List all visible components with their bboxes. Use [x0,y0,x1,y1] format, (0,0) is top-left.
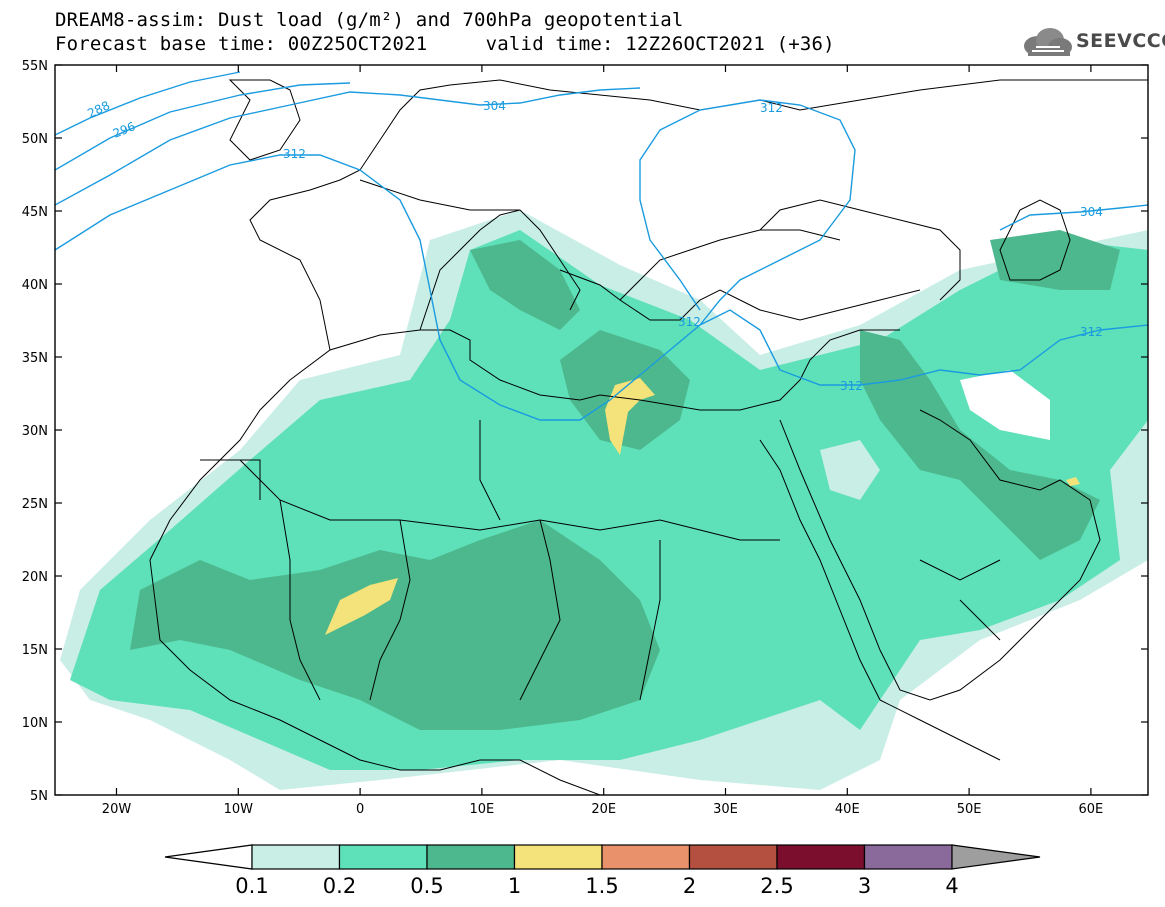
dust-band-dark-west [130,520,660,730]
contour-label-group: 288 296 304 312 312 312 312 304 312 [85,98,1103,393]
colorbar-swatches [251,844,953,870]
colorbar-under-arrow [164,844,253,870]
colorbar-label: 4 [945,874,958,898]
logo-text: SEEVCCC [1076,30,1165,52]
coastlines [149,79,1148,795]
colorbar-swatch [251,844,341,870]
lon-label: 10E [470,802,495,817]
contour-304-east [999,204,1148,231]
colorbar-swatch [776,844,866,870]
contour-label: 304 [1080,205,1103,219]
lon-label: 20W [102,802,132,817]
colorbar: 0.1 0.2 0.5 1 1.5 2 2.5 3 4 [164,844,1041,898]
contour-label: 312 [678,315,701,329]
lon-label: 0 [356,802,364,817]
contour-label: 304 [483,99,506,113]
lat-label: 50N [22,132,48,147]
contour-label: 312 [760,101,783,115]
lat-label: 15N [22,643,48,658]
colorbar-label: 0.5 [410,874,443,898]
lat-label: 20N [22,570,48,585]
lon-label: 50E [957,802,982,817]
seevccc-logo: SEEVCCC [1020,26,1165,58]
contour-296 [55,82,351,171]
contour-label: 312 [840,379,863,393]
lat-label: 40N [22,278,48,293]
lat-label: 55N [22,59,48,74]
lat-label: 10N [22,716,48,731]
contour-label: 312 [283,147,306,161]
colorbar-over-arrow [951,844,1041,870]
lon-label: 60E [1079,802,1104,817]
contour-288 [55,71,241,136]
dust-band-dark-gulf [860,330,1100,560]
colorbar-labels: 0.1 0.2 0.5 1 1.5 2 2.5 3 4 [235,874,958,898]
contour-304 [55,87,641,206]
lon-label: 10W [224,802,254,817]
longitude-axis: 20W 10W 0 10E 20E 30E 40E 50E 60E [102,65,1103,817]
dust-shading [60,210,1148,790]
lat-label: 45N [22,205,48,220]
dust-clear-east [960,370,1050,440]
colorbar-label: 1 [508,874,521,898]
contour-312-east [639,99,856,326]
forecast-times: Forecast base time: 00Z25OCT2021 valid t… [55,33,835,55]
geopotential-contours [55,71,1148,421]
dust-clear-arabia [820,440,880,500]
contour-312-west [55,154,1148,421]
colorbar-swatch [688,844,778,870]
lon-label: 40E [835,802,860,817]
colorbar-swatch [863,844,953,870]
colorbar-label: 1.5 [585,874,618,898]
cloud-icon [1024,28,1072,56]
lat-label: 5N [30,789,48,804]
lat-label: 35N [22,351,48,366]
colorbar-swatch [601,844,691,870]
lat-label: 25N [22,497,48,512]
colorbar-label: 3 [858,874,871,898]
map-title: DREAM8-assim: Dust load (g/m²) and 700hP… [55,9,684,31]
latitude-axis: 55N 50N 45N 40N 35N 30N 25N 20N 15N 10N 5N [22,59,1148,804]
dust-band-dark-italy [470,240,580,330]
colorbar-swatch [338,844,428,870]
contour-label: 312 [1080,325,1103,339]
colorbar-label: 2 [683,874,696,898]
colorbar-label: 0.1 [235,874,268,898]
colorbar-label: 2.5 [760,874,793,898]
colorbar-swatch [513,844,603,870]
lon-label: 20E [591,802,616,817]
lat-label: 30N [22,424,48,439]
dust-band-dark-caspian [990,230,1120,290]
dust-high-oman [1066,477,1080,486]
map-area [55,65,1148,795]
colorbar-swatch [426,844,516,870]
lon-label: 30E [713,802,738,817]
dust-high-sahel [325,578,398,635]
colorbar-label: 0.2 [323,874,356,898]
